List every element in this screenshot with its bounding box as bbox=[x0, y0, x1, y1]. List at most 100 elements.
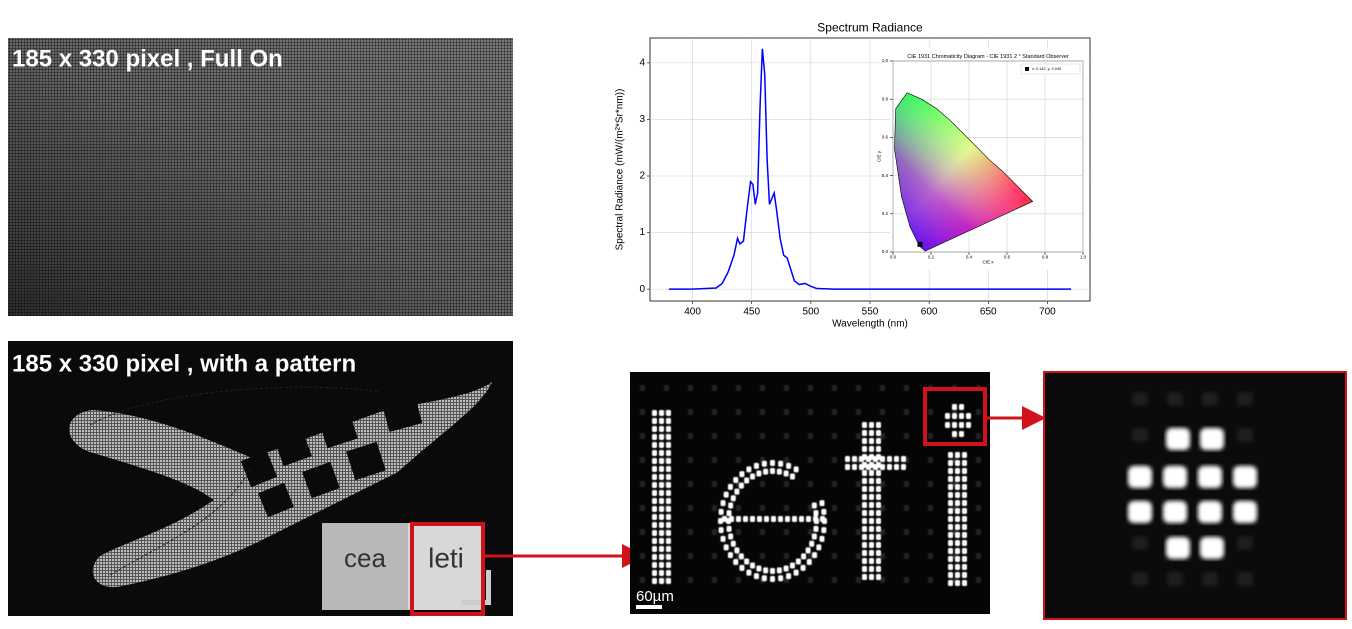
pixel-dot bbox=[770, 568, 775, 574]
pixel-dot bbox=[659, 562, 664, 568]
pixel-dot bbox=[928, 457, 933, 463]
pixel-dot bbox=[876, 486, 881, 492]
pixel-dot bbox=[976, 409, 981, 415]
pixel-dot bbox=[652, 530, 657, 536]
pixel-dot bbox=[928, 577, 933, 583]
pixel-dot bbox=[869, 430, 874, 436]
pixel-dot bbox=[904, 577, 909, 583]
pixel-dot bbox=[952, 529, 957, 535]
pixel-dot bbox=[945, 422, 950, 428]
zoom-pixel-faint bbox=[1237, 500, 1253, 514]
pixel-dot bbox=[862, 438, 867, 444]
pixel-dot bbox=[652, 466, 657, 472]
pixel-dot bbox=[688, 505, 693, 511]
pixel-dot bbox=[862, 566, 867, 572]
pixel-dot bbox=[948, 508, 953, 514]
zoom-pixel-faint bbox=[1237, 428, 1253, 442]
pixel-dot bbox=[778, 460, 784, 467]
x-axis-label: CIE x bbox=[982, 260, 994, 265]
pixel-dot bbox=[869, 494, 874, 500]
zoom-pixel-faint bbox=[1202, 428, 1218, 442]
pixel-dot bbox=[811, 502, 817, 509]
pixel-dot bbox=[876, 494, 881, 500]
pixel-dot bbox=[784, 505, 789, 511]
pixel-dot bbox=[659, 426, 664, 432]
pixel-dot bbox=[746, 569, 752, 576]
pixel-dot bbox=[664, 409, 669, 415]
pixel-dot bbox=[928, 481, 933, 487]
pixel-dot bbox=[728, 533, 734, 540]
pixel-dot bbox=[763, 468, 769, 475]
pixel-dot bbox=[808, 433, 813, 439]
pixel-dot bbox=[928, 433, 933, 439]
pixel-dot bbox=[904, 481, 909, 487]
pixel-dot bbox=[736, 529, 741, 535]
pixel-dot bbox=[763, 567, 769, 574]
zoom-pixel-faint bbox=[1202, 536, 1218, 550]
pixel-dot bbox=[955, 476, 960, 482]
pixel-dot bbox=[862, 558, 867, 564]
pixel-dot bbox=[948, 580, 953, 586]
x-tick-label: 400 bbox=[684, 307, 701, 318]
pixel-dot bbox=[813, 510, 819, 517]
x-tick-label: 0.6 bbox=[1004, 255, 1011, 260]
zoom-pixel-faint bbox=[1132, 428, 1148, 442]
pixel-dot bbox=[866, 456, 871, 462]
pixel-dot bbox=[659, 474, 664, 480]
pixel-dot bbox=[869, 534, 874, 540]
pixel-dot bbox=[659, 418, 664, 424]
pixel-dot bbox=[876, 574, 881, 580]
x-axis-label: Wavelength (nm) bbox=[832, 319, 908, 330]
pixel-dot bbox=[784, 457, 789, 463]
pixel-dot bbox=[962, 540, 967, 546]
x-tick-label: 0.2 bbox=[928, 255, 935, 260]
logo-text: leti bbox=[428, 542, 464, 573]
pixel-dot bbox=[962, 572, 967, 578]
pixel-dot bbox=[862, 502, 867, 508]
pixel-dot bbox=[880, 457, 885, 463]
pixel-dot bbox=[821, 527, 827, 534]
pixel-dot bbox=[856, 433, 861, 439]
pixel-dot bbox=[869, 502, 874, 508]
pixel-dot bbox=[778, 516, 783, 522]
pixel-dot bbox=[952, 404, 957, 410]
pixel-dot bbox=[726, 510, 732, 517]
pixel-dot bbox=[659, 482, 664, 488]
pixel-dot bbox=[832, 457, 837, 463]
pixel-dot bbox=[659, 514, 664, 520]
pixel-dot bbox=[887, 456, 892, 462]
pixel-dot bbox=[955, 540, 960, 546]
pixel-dot bbox=[729, 516, 734, 522]
pixel-dot bbox=[786, 462, 792, 469]
pixel-dot bbox=[856, 481, 861, 487]
pixel-dot bbox=[722, 516, 727, 522]
pixel-dot bbox=[770, 460, 775, 466]
pixel-dot bbox=[880, 505, 885, 511]
pixel-dot bbox=[659, 450, 664, 456]
pixel-dot bbox=[880, 529, 885, 535]
pixel-dot bbox=[819, 500, 825, 507]
logo-text: cea bbox=[344, 543, 386, 573]
pixel-dot bbox=[652, 482, 657, 488]
pixel-dot bbox=[753, 462, 759, 469]
pixel-dot bbox=[760, 409, 765, 415]
pixel-dot bbox=[659, 458, 664, 464]
pixel-dot bbox=[955, 564, 960, 570]
pixel-dot bbox=[869, 574, 874, 580]
pixel-dot bbox=[876, 534, 881, 540]
pixel-dot bbox=[928, 505, 933, 511]
pixel-dot bbox=[778, 575, 784, 582]
pixel-dot bbox=[845, 456, 850, 462]
pixel-dot bbox=[736, 433, 741, 439]
pixel-dot bbox=[640, 433, 645, 439]
pixel-dot bbox=[783, 565, 789, 572]
pixel-dot bbox=[784, 481, 789, 487]
pixel-dot bbox=[770, 468, 775, 474]
zoom-pixel-faint bbox=[1132, 464, 1148, 478]
pixel-dot bbox=[928, 553, 933, 559]
pixel-dot bbox=[862, 574, 867, 580]
pixel-dot bbox=[659, 522, 664, 528]
pixel-dot bbox=[664, 457, 669, 463]
pixel-dot bbox=[666, 538, 671, 544]
pixel-dot bbox=[869, 486, 874, 492]
